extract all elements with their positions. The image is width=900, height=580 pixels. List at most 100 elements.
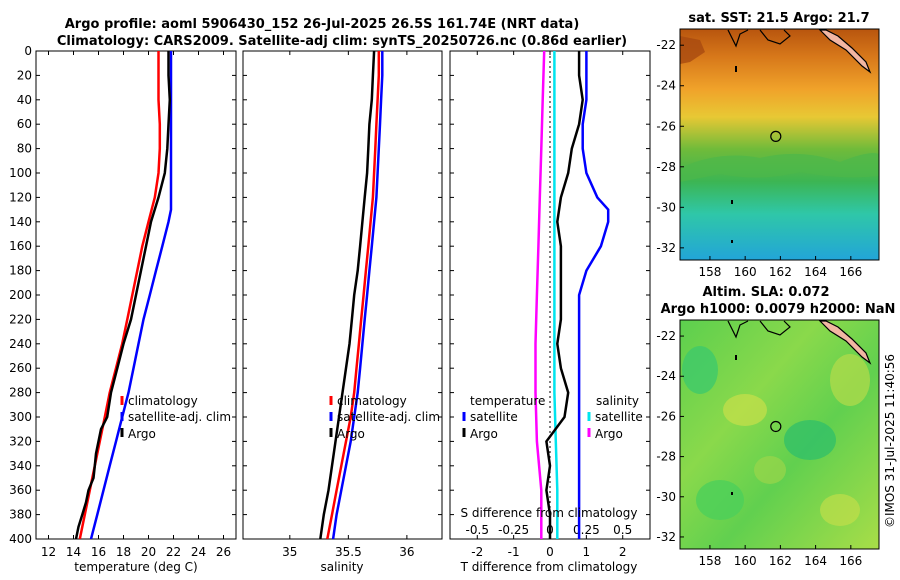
sst-warm-patch xyxy=(680,36,705,64)
credit-stamp: ©IMOS 31-Jul-2025 11:40:56 xyxy=(883,354,897,528)
temp-satellite-line xyxy=(89,51,173,539)
coastline xyxy=(727,320,872,495)
lon-tick-label: 160 xyxy=(734,265,757,279)
depth-tick-label: 320 xyxy=(9,434,32,448)
temp-argo-line xyxy=(74,51,172,539)
argo-position-marker xyxy=(770,420,782,433)
x-tick-label: 20 xyxy=(141,545,156,559)
lat-tick-label: -32 xyxy=(656,241,676,255)
depth-tick-label: 260 xyxy=(9,361,32,375)
legend-heading-salinity: salinity xyxy=(596,394,639,408)
lat-tick-label: -28 xyxy=(656,450,676,464)
x-tick-label: 36 xyxy=(399,545,414,559)
temperature-ticks: 12 14 16 18 20 22 24 26 xyxy=(41,51,231,559)
difference-legend: temperature satellite Argo salinity sate… xyxy=(462,394,643,441)
lon-tick-label: 166 xyxy=(839,265,862,279)
legend-label-argo: Argo xyxy=(128,427,156,441)
sla-map: Altim. SLA: 0.072 Argo h1000: 0.0079 h20… xyxy=(656,285,895,568)
t-difference-xlabel: T difference from climatology xyxy=(460,560,638,574)
legend-label-climatology: climatology xyxy=(128,394,198,408)
depth-tick-label: 340 xyxy=(9,459,32,473)
title-line-2: Climatology: CARS2009. Satellite-adj cli… xyxy=(57,34,627,49)
s-tick-label: -0.5 xyxy=(466,523,489,537)
salinity-depth-ticks xyxy=(243,50,442,540)
temperature-panel: 0 20 40 60 80 100 120 140 160 180 200 220 240 260 280 3… xyxy=(9,44,237,574)
salinity-ticks: 35 35.5 36 xyxy=(282,51,415,559)
x-tick-label: 18 xyxy=(116,545,131,559)
sst-map-title: sat. SST: 21.5 Argo: 21.7 xyxy=(688,11,869,26)
lat-tick-label: -24 xyxy=(656,79,676,93)
lat-tick-label: -22 xyxy=(656,329,676,343)
lon-tick-label: 158 xyxy=(698,554,721,568)
salinity-xlabel: salinity xyxy=(320,560,363,574)
lon-tick-label: 162 xyxy=(769,265,792,279)
legend-label-satellite: satellite-adj. clim xyxy=(128,410,231,424)
depth-tick-label: 400 xyxy=(9,532,32,546)
lon-tick-label: 158 xyxy=(698,265,721,279)
depth-ticks: 0 20 40 60 80 100 120 140 160 180 200 220 240 260 280 3… xyxy=(9,44,236,546)
legend-label-t-satellite: satellite xyxy=(470,410,518,424)
legend-label-t-argo: Argo xyxy=(470,427,498,441)
depth-tick-label: 20 xyxy=(17,68,32,82)
depth-tick-label: 220 xyxy=(9,312,32,326)
lat-tick-label: -32 xyxy=(656,530,676,544)
x-tick-label: 22 xyxy=(166,545,181,559)
x-tick-label: 1 xyxy=(583,545,591,559)
sal-argo-line xyxy=(319,51,376,539)
new-caledonia-island xyxy=(818,29,872,74)
legend-label-argo: Argo xyxy=(337,427,365,441)
lat-tick-label: -22 xyxy=(656,38,676,52)
sst-map: sat. SST: 21.5 Argo: 21.7 -22 -24 -26 -28 -3… xyxy=(656,11,880,279)
legend-label-s-satellite: satellite xyxy=(595,410,643,424)
depth-tick-label: 0 xyxy=(24,44,32,58)
sal-climatology-line xyxy=(326,51,381,539)
salinity-panel: 35 35.5 36 climatology satellite-adj. clim… xyxy=(242,50,443,574)
x-tick-label: 26 xyxy=(216,545,231,559)
depth-tick-label: 180 xyxy=(9,264,32,278)
s-diff-argo-line xyxy=(534,51,546,539)
depth-tick-label: 160 xyxy=(9,239,32,253)
difference-depth-ticks xyxy=(450,50,650,540)
depth-tick-label: 120 xyxy=(9,190,32,204)
title-line-1: Argo profile: aoml 5906430_152 26-Jul-20… xyxy=(65,17,580,32)
x-tick-label: -2 xyxy=(471,545,483,559)
s-tick-label: 0.25 xyxy=(573,523,600,537)
x-tick-label: 35 xyxy=(282,545,297,559)
x-tick-label: 14 xyxy=(66,545,81,559)
legend-label-climatology: climatology xyxy=(337,394,407,408)
depth-tick-label: 140 xyxy=(9,215,32,229)
sst-lat-ticks: -22 -24 -26 -28 -30 -32 xyxy=(656,38,684,255)
lon-tick-label: 164 xyxy=(804,265,827,279)
sst-map-frame xyxy=(679,28,880,261)
sst-lon-ticks: 158 160 162 164 166 xyxy=(698,256,862,279)
x-tick-label: -1 xyxy=(508,545,520,559)
s-difference-axis-label: S difference from climatology xyxy=(461,506,638,520)
s-tick-label: 0.5 xyxy=(613,523,632,537)
x-tick-label: 35.5 xyxy=(335,545,362,559)
sla-lon-ticks: 158 160 162 164 166 xyxy=(698,545,862,568)
depth-tick-label: 100 xyxy=(9,166,32,180)
temperature-xlabel: temperature (deg C) xyxy=(74,560,197,574)
s-diff-satellite-line xyxy=(553,51,559,539)
argo-position-marker xyxy=(770,130,782,142)
sla-map-frame xyxy=(679,319,880,550)
sst-field xyxy=(680,29,879,260)
depth-tick-label: 80 xyxy=(17,142,32,156)
depth-tick-label: 60 xyxy=(17,117,32,131)
lat-tick-label: -30 xyxy=(656,490,676,504)
sla-lat-ticks: -22 -24 -26 -28 -30 -32 xyxy=(656,329,684,544)
lon-tick-label: 160 xyxy=(734,554,757,568)
difference-panel: -2 -1 0 1 2 -0.5 -0.25 0 0.25 0.5 temperature sa… xyxy=(449,50,651,574)
lat-tick-label: -28 xyxy=(656,160,676,174)
legend-label-satellite: satellite-adj. clim xyxy=(337,410,440,424)
legend-heading-temperature: temperature xyxy=(470,394,545,408)
coastline xyxy=(727,29,872,243)
lat-tick-label: -26 xyxy=(656,119,676,133)
lon-tick-label: 162 xyxy=(769,554,792,568)
lat-tick-label: -24 xyxy=(656,369,676,383)
depth-tick-label: 380 xyxy=(9,508,32,522)
lon-tick-label: 166 xyxy=(839,554,862,568)
temperature-legend: climatology satellite-adj. clim Argo xyxy=(120,394,231,441)
sal-satellite-line xyxy=(331,51,384,539)
